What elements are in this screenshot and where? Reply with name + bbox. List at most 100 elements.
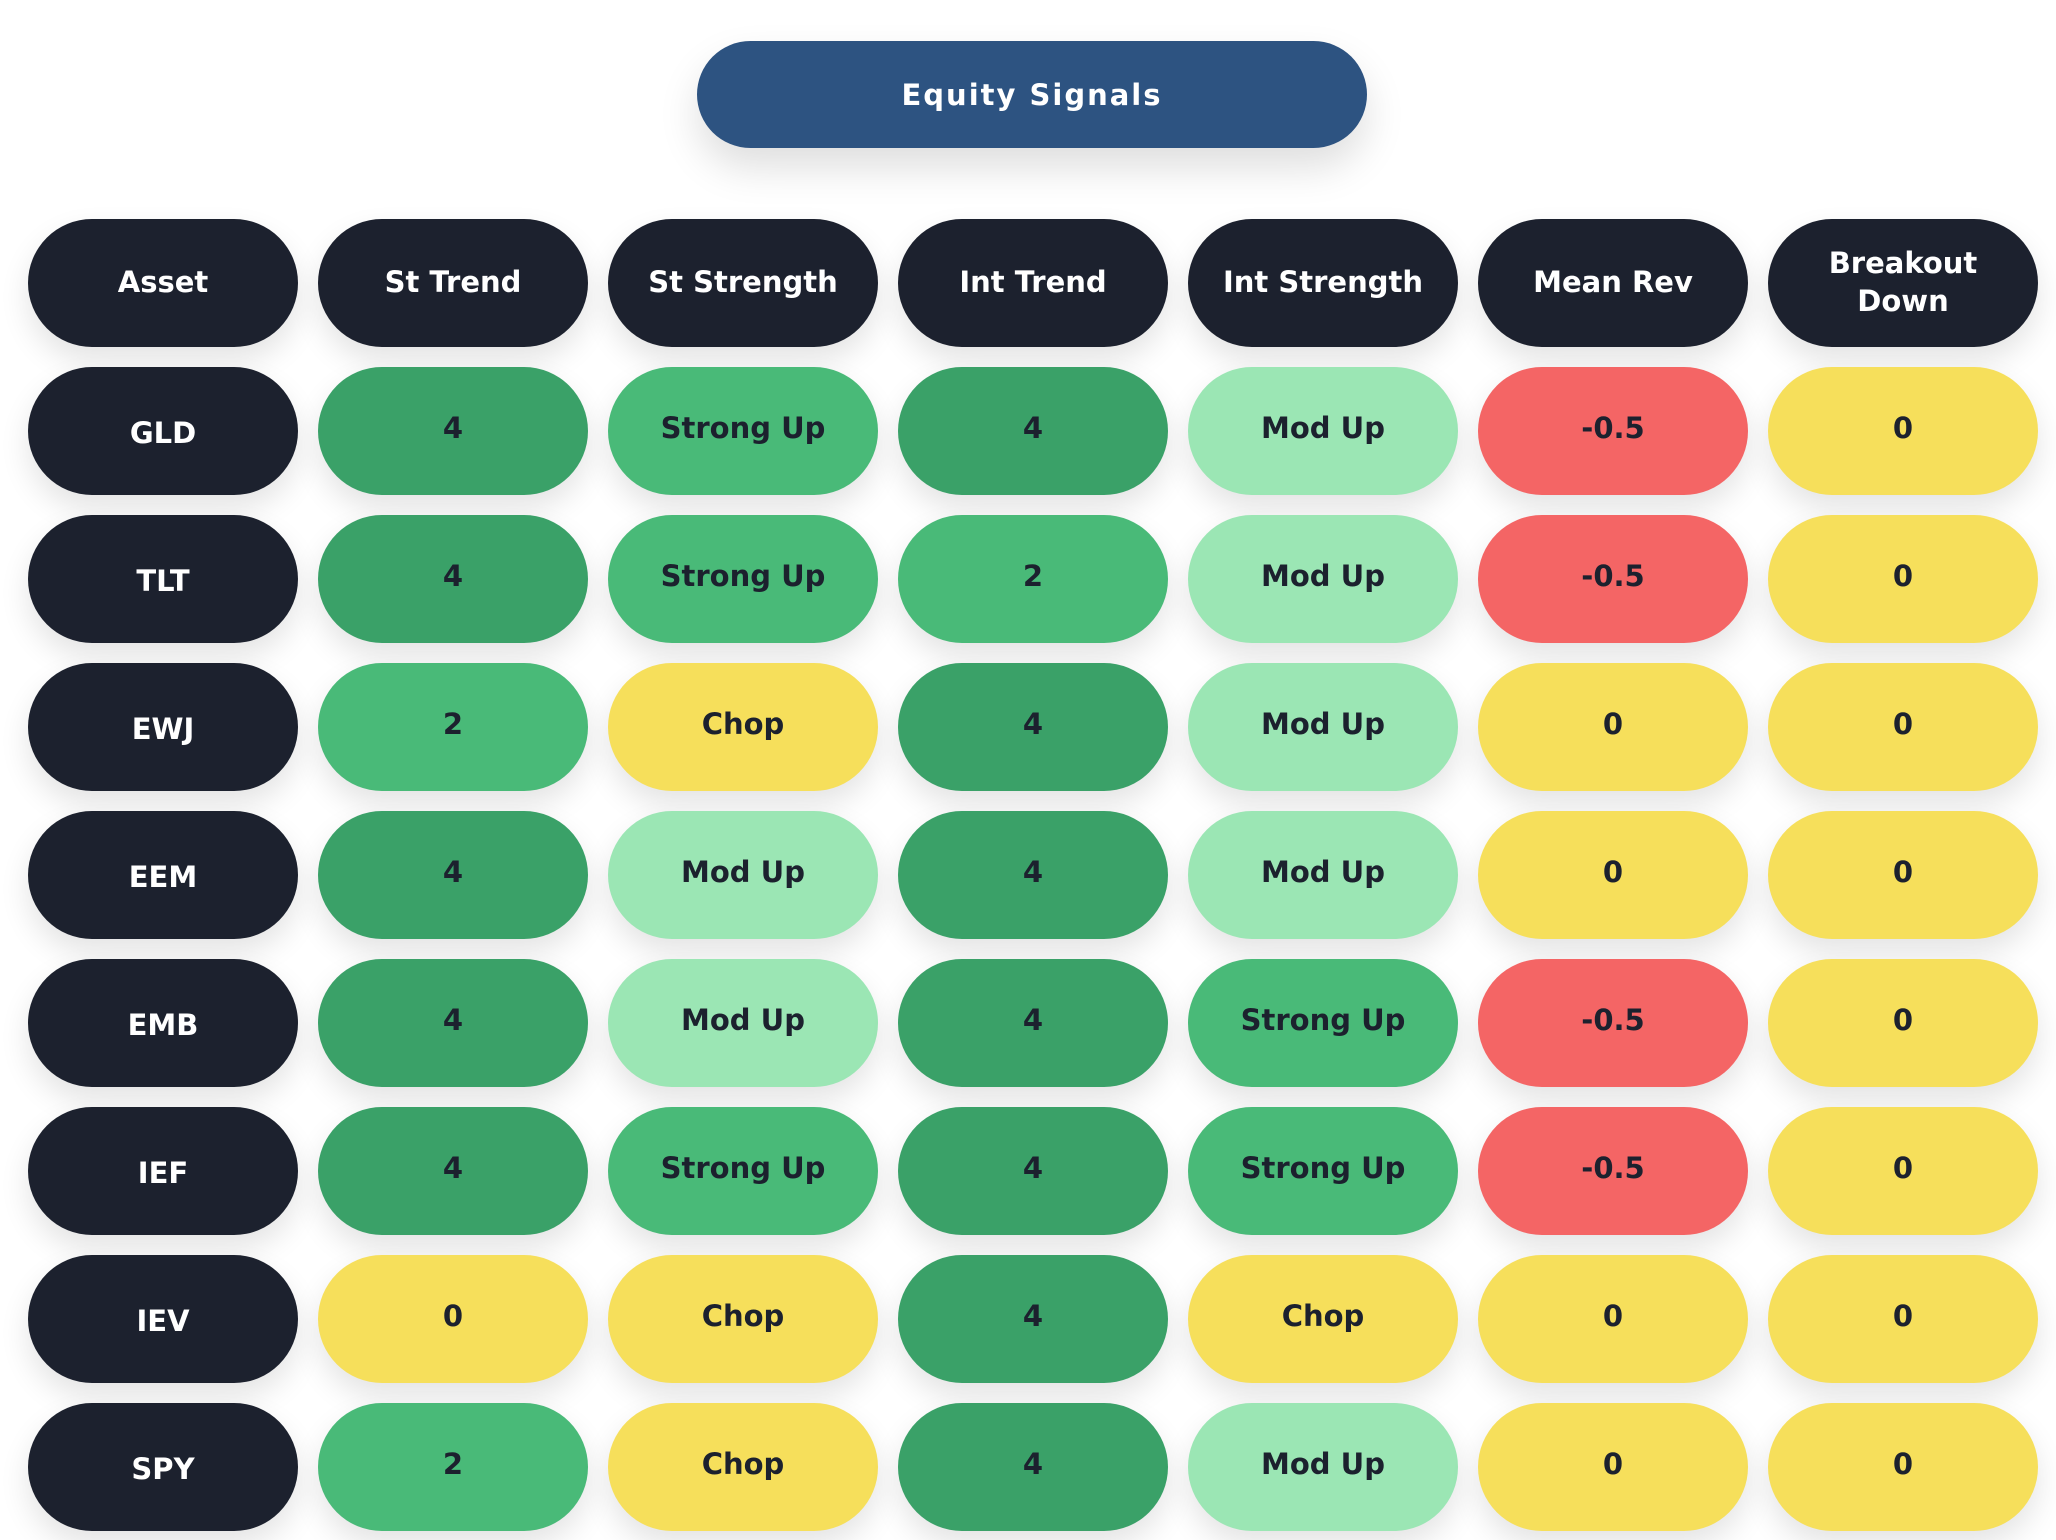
signal-value: Mod Up xyxy=(681,1003,805,1038)
column-header-mean-rev: Mean Rev xyxy=(1478,219,1748,347)
signal-value: Strong Up xyxy=(660,559,826,594)
signal-cell-ief-breakout-down: 0 xyxy=(1768,1107,2038,1235)
signal-value: Mod Up xyxy=(1261,855,1385,890)
column-header-st-strength: St Strength xyxy=(608,219,878,347)
signal-cell-gld-st-strength: Strong Up xyxy=(608,367,878,495)
signal-value: 0 xyxy=(1892,1151,1914,1186)
signal-value: 4 xyxy=(1022,1299,1044,1334)
signal-value: 0 xyxy=(1602,707,1624,742)
asset-label: GLD xyxy=(129,416,197,451)
signal-cell-eem-mean-rev: 0 xyxy=(1478,811,1748,939)
signal-cell-eem-int-strength: Mod Up xyxy=(1188,811,1458,939)
signal-cell-spy-int-strength: Mod Up xyxy=(1188,1403,1458,1531)
asset-label: TLT xyxy=(136,564,190,599)
signal-value: 2 xyxy=(442,707,464,742)
signal-cell-eem-int-trend: 4 xyxy=(898,811,1168,939)
signal-value: 0 xyxy=(1892,1299,1914,1334)
signal-cell-tlt-st-trend: 4 xyxy=(318,515,588,643)
signal-value: 4 xyxy=(1022,1003,1044,1038)
signal-value: Mod Up xyxy=(1261,411,1385,446)
signal-value: -0.5 xyxy=(1581,559,1645,594)
signal-cell-eem-breakout-down: 0 xyxy=(1768,811,2038,939)
column-header-label: Mean Rev xyxy=(1533,265,1693,300)
column-header-label: Int Trend xyxy=(959,265,1107,300)
signal-cell-gld-int-trend: 4 xyxy=(898,367,1168,495)
signal-value: Strong Up xyxy=(1240,1151,1406,1186)
signal-value: 0 xyxy=(1602,855,1624,890)
column-header-label: Breakout Down xyxy=(1828,246,1978,318)
signal-cell-emb-int-trend: 4 xyxy=(898,959,1168,1087)
signal-value: 0 xyxy=(1602,1299,1624,1334)
signal-cell-emb-st-trend: 4 xyxy=(318,959,588,1087)
signal-value: 0 xyxy=(1892,1003,1914,1038)
signal-value: Chop xyxy=(701,707,785,742)
asset-label: IEF xyxy=(137,1156,189,1191)
signal-value: 0 xyxy=(1602,1447,1624,1482)
signal-cell-ewj-int-strength: Mod Up xyxy=(1188,663,1458,791)
signal-cell-emb-st-strength: Mod Up xyxy=(608,959,878,1087)
signal-value: Chop xyxy=(701,1447,785,1482)
column-header-asset: Asset xyxy=(28,219,298,347)
signal-value: Mod Up xyxy=(1261,707,1385,742)
signal-value: 4 xyxy=(442,411,464,446)
signal-cell-ief-int-strength: Strong Up xyxy=(1188,1107,1458,1235)
signal-cell-iev-st-trend: 0 xyxy=(318,1255,588,1383)
signal-cell-spy-st-strength: Chop xyxy=(608,1403,878,1531)
signal-cell-gld-breakout-down: 0 xyxy=(1768,367,2038,495)
signal-value: 4 xyxy=(1022,707,1044,742)
signal-cell-ief-mean-rev: -0.5 xyxy=(1478,1107,1748,1235)
signal-cell-tlt-int-trend: 2 xyxy=(898,515,1168,643)
signal-value: Strong Up xyxy=(660,1151,826,1186)
signals-table: Asset St Trend St Strength Int Trend Int Str… xyxy=(28,219,2038,1531)
asset-cell-ewj: EWJ xyxy=(28,663,298,791)
signal-value: Mod Up xyxy=(681,855,805,890)
signal-value: 2 xyxy=(442,1447,464,1482)
signal-cell-iev-mean-rev: 0 xyxy=(1478,1255,1748,1383)
signal-value: Chop xyxy=(701,1299,785,1334)
signal-value: 0 xyxy=(1892,559,1914,594)
asset-cell-ief: IEF xyxy=(28,1107,298,1235)
signal-value: Mod Up xyxy=(1261,559,1385,594)
signal-value: 0 xyxy=(1892,1447,1914,1482)
signal-cell-tlt-mean-rev: -0.5 xyxy=(1478,515,1748,643)
signal-cell-gld-st-trend: 4 xyxy=(318,367,588,495)
signal-value: -0.5 xyxy=(1581,1003,1645,1038)
signal-value: 4 xyxy=(1022,1151,1044,1186)
signal-value: 4 xyxy=(1022,1447,1044,1482)
signal-cell-tlt-int-strength: Mod Up xyxy=(1188,515,1458,643)
asset-label: SPY xyxy=(131,1452,195,1487)
asset-cell-iev: IEV xyxy=(28,1255,298,1383)
signal-value: -0.5 xyxy=(1581,1151,1645,1186)
signal-value: 0 xyxy=(1892,707,1914,742)
signal-cell-ief-st-strength: Strong Up xyxy=(608,1107,878,1235)
asset-cell-gld: GLD xyxy=(28,367,298,495)
signal-cell-eem-st-strength: Mod Up xyxy=(608,811,878,939)
signal-cell-ewj-st-strength: Chop xyxy=(608,663,878,791)
asset-cell-tlt: TLT xyxy=(28,515,298,643)
column-header-label: Asset xyxy=(117,265,209,300)
signal-value: -0.5 xyxy=(1581,411,1645,446)
signal-cell-spy-int-trend: 4 xyxy=(898,1403,1168,1531)
signal-cell-iev-int-strength: Chop xyxy=(1188,1255,1458,1383)
signal-cell-emb-breakout-down: 0 xyxy=(1768,959,2038,1087)
column-header-int-trend: Int Trend xyxy=(898,219,1168,347)
signal-value: Strong Up xyxy=(660,411,826,446)
signal-cell-tlt-breakout-down: 0 xyxy=(1768,515,2038,643)
signal-cell-emb-mean-rev: -0.5 xyxy=(1478,959,1748,1087)
signal-value: Chop xyxy=(1281,1299,1365,1334)
signal-value: 4 xyxy=(1022,411,1044,446)
signal-value: Mod Up xyxy=(1261,1447,1385,1482)
signal-value: 0 xyxy=(1892,855,1914,890)
signal-cell-eem-st-trend: 4 xyxy=(318,811,588,939)
signal-value: 0 xyxy=(1892,411,1914,446)
signal-cell-gld-mean-rev: -0.5 xyxy=(1478,367,1748,495)
signal-cell-iev-st-strength: Chop xyxy=(608,1255,878,1383)
signal-cell-iev-int-trend: 4 xyxy=(898,1255,1168,1383)
signal-cell-emb-int-strength: Strong Up xyxy=(1188,959,1458,1087)
column-header-label: Int Strength xyxy=(1222,265,1424,300)
signal-value: 4 xyxy=(1022,855,1044,890)
signal-value: 4 xyxy=(442,1151,464,1186)
signal-cell-spy-st-trend: 2 xyxy=(318,1403,588,1531)
signal-cell-spy-breakout-down: 0 xyxy=(1768,1403,2038,1531)
